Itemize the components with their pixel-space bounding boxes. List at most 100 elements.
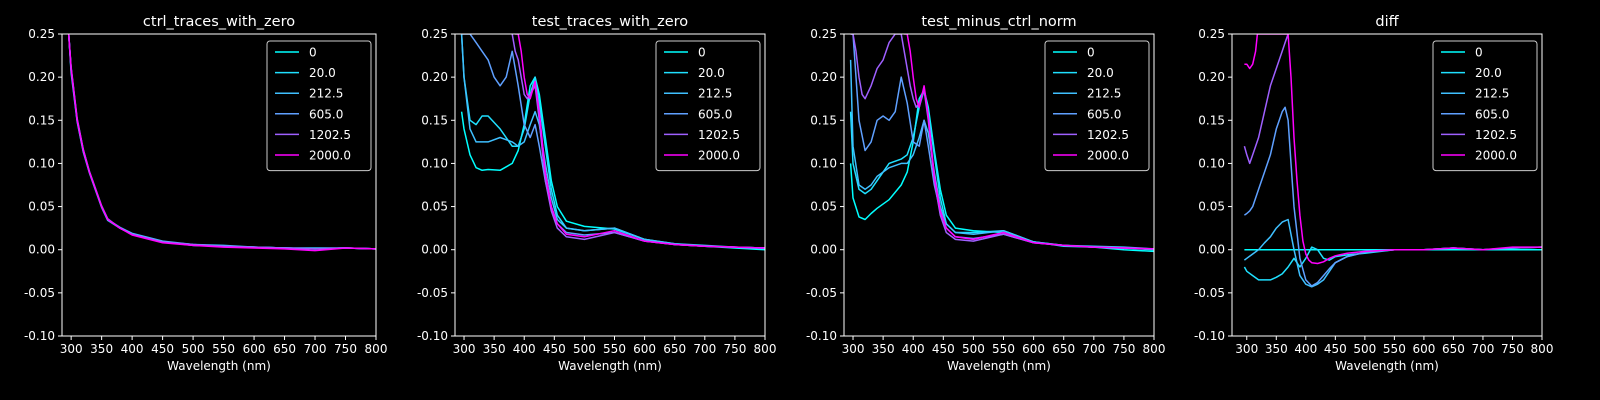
y-tick-label: 0.20 — [1198, 70, 1225, 84]
y-tick-label: 0.05 — [28, 200, 55, 214]
y-tick-label: 0.25 — [421, 27, 448, 41]
x-tick-label: 300 — [60, 342, 83, 356]
x-axis-label: Wavelength (nm) — [558, 359, 662, 373]
x-tick-label: 350 — [872, 342, 895, 356]
legend-label: 0 — [698, 46, 706, 60]
series-line-2 — [1243, 218, 1542, 288]
x-tick-label: 800 — [1531, 342, 1554, 356]
x-tick-label: 750 — [1112, 342, 1135, 356]
x-tick-label: 800 — [365, 342, 388, 356]
y-tick-label: 0.10 — [28, 156, 55, 170]
legend: 0 20.0 212.5 605.0 1202.5 2000.0 — [266, 40, 372, 172]
x-tick-label: 600 — [1412, 342, 1435, 356]
legend-label: 0 — [309, 46, 317, 60]
legend-label: 20.0 — [309, 66, 336, 80]
x-tick-label: 350 — [483, 342, 506, 356]
series-group — [849, 34, 1154, 253]
legend-box — [655, 40, 761, 172]
x-tick-label: 550 — [992, 342, 1015, 356]
x-tick-label: 300 — [1235, 342, 1258, 356]
chart-panel-4: 300 350 400 450 500 550 600 650 700 750 800 -0.10 -0… — [1194, 14, 1554, 373]
y-tick-label: -0.10 — [417, 329, 448, 343]
legend-label: 605.0 — [698, 107, 732, 121]
axes-frame — [454, 33, 766, 337]
x-tick-label: 650 — [1442, 342, 1465, 356]
x-tick-label: 700 — [304, 342, 327, 356]
legend-label: 1202.5 — [698, 128, 740, 142]
chart-panel-2: 300 350 400 450 500 550 600 650 700 750 800 -0.10 -0… — [417, 14, 777, 373]
series-line-2 — [460, 34, 765, 249]
y-tick-label: -0.05 — [417, 286, 448, 300]
legend-label: 212.5 — [698, 87, 732, 101]
legend-label: 212.5 — [1475, 87, 1509, 101]
legend-label: 20.0 — [1475, 66, 1502, 80]
chart-panel-1: 300 350 400 450 500 550 600 650 700 750 800 -0.10 -0… — [24, 14, 388, 373]
x-tick-label: 550 — [603, 342, 626, 356]
y-tick-label: 0.00 — [421, 243, 448, 257]
x-tick-label: 750 — [334, 342, 357, 356]
x-tick-label: 500 — [573, 342, 596, 356]
legend-label: 1202.5 — [1087, 128, 1129, 142]
chart-title: test_minus_ctrl_norm — [921, 14, 1076, 30]
y-tick-label: -0.10 — [24, 329, 55, 343]
x-tick-label: 750 — [1501, 342, 1524, 356]
x-tick-label: 400 — [121, 342, 144, 356]
x-tick-label: 700 — [1471, 342, 1494, 356]
y-tick-label: 0.20 — [421, 70, 448, 84]
legend-label: 212.5 — [309, 87, 343, 101]
series-line-5 — [904, 34, 1154, 250]
legend-label: 605.0 — [309, 107, 343, 121]
x-tick-label: 400 — [902, 342, 925, 356]
legend-box — [1044, 40, 1150, 172]
legend: 0 20.0 212.5 605.0 1202.5 2000.0 — [1432, 40, 1538, 172]
series-line-5 — [1244, 34, 1542, 265]
legend-label: 2000.0 — [1475, 149, 1517, 163]
y-tick-label: 0.05 — [810, 200, 837, 214]
x-tick-label: 500 — [1353, 342, 1376, 356]
x-tick-label: 650 — [273, 342, 296, 356]
y-tick-label: -0.10 — [1194, 329, 1225, 343]
series-group — [460, 34, 765, 251]
chart-title: test_traces_with_zero — [532, 14, 689, 30]
y-tick-label: 0.25 — [1198, 27, 1225, 41]
legend-label: 1202.5 — [1475, 128, 1517, 142]
x-axis-label: Wavelength (nm) — [167, 359, 271, 373]
legend-label: 2000.0 — [698, 149, 740, 163]
x-tick-label: 450 — [543, 342, 566, 356]
legend-label: 605.0 — [1475, 107, 1509, 121]
y-tick-label: 0.25 — [28, 27, 55, 41]
x-tick-label: 550 — [1383, 342, 1406, 356]
x-tick-label: 600 — [633, 342, 656, 356]
x-tick-label: 350 — [90, 342, 113, 356]
x-tick-label: 550 — [212, 342, 235, 356]
legend-box — [266, 40, 372, 172]
series-group — [67, 34, 376, 252]
series-line-1 — [1243, 246, 1542, 281]
series-line-4 — [850, 34, 1154, 250]
y-tick-label: 0.00 — [28, 243, 55, 257]
legend-label: 0 — [1475, 46, 1483, 60]
y-tick-label: -0.05 — [24, 286, 55, 300]
axes-frame — [843, 33, 1155, 337]
chart-title: diff — [1375, 14, 1399, 30]
y-tick-label: 0.15 — [810, 113, 837, 127]
x-tick-label: 450 — [151, 342, 174, 356]
y-tick-label: 0.00 — [810, 243, 837, 257]
y-tick-label: 0.20 — [28, 70, 55, 84]
legend: 0 20.0 212.5 605.0 1202.5 2000.0 — [655, 40, 761, 172]
series-group — [1243, 34, 1542, 288]
x-tick-label: 700 — [1082, 342, 1105, 356]
y-tick-label: -0.05 — [806, 286, 837, 300]
series-line-5 — [67, 34, 376, 252]
series-line-4 — [1243, 34, 1289, 165]
y-tick-label: 0.05 — [421, 200, 448, 214]
legend-label: 20.0 — [698, 66, 725, 80]
axes-frame — [61, 33, 377, 337]
x-tick-label: 300 — [842, 342, 865, 356]
x-tick-label: 700 — [693, 342, 716, 356]
legend-label: 1202.5 — [309, 128, 351, 142]
x-tick-label: 600 — [243, 342, 266, 356]
x-tick-label: 400 — [513, 342, 536, 356]
x-tick-label: 600 — [1022, 342, 1045, 356]
